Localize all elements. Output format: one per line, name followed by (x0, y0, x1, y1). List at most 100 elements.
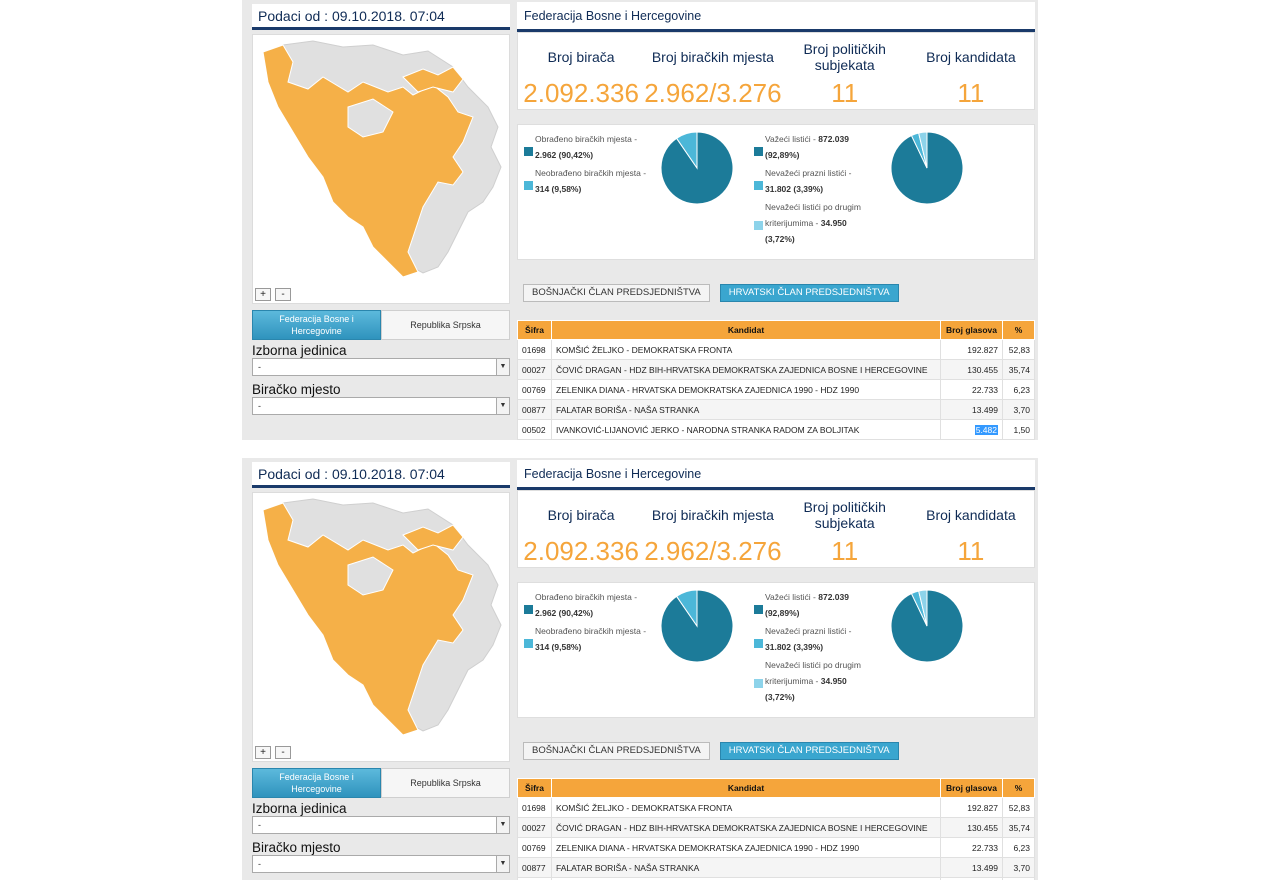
col-procenat[interactable]: % (1002, 778, 1035, 798)
data-timestamp: Podaci od : 09.10.2018. 07:04 (252, 462, 510, 488)
stat-mjesta: Broj biračkih mjesta 2.962/3.276 (644, 491, 781, 567)
stat-value: 11 (957, 78, 985, 108)
tab-fbih[interactable]: Federacija Bosne i Hercegovine (252, 768, 381, 798)
map-container[interactable]: + - (252, 34, 510, 304)
pie-slice[interactable] (918, 131, 928, 169)
chevron-down-icon[interactable]: ▼ (496, 856, 509, 872)
table-row[interactable]: 00027 ČOVIĆ DRAGAN - HDZ BIH-HRVATSKA DEM… (517, 359, 1035, 380)
biracko-mjesto-select[interactable]: - ▼ (252, 855, 510, 873)
entity-tabs: Federacija Bosne i Hercegovine Republika… (252, 310, 510, 340)
table-row[interactable]: 00877 FALATAR BORIŠA - NAŠA STRANKA 13.499… (517, 399, 1035, 420)
legend-value: (3,72%) (765, 692, 795, 702)
zoom-out-button[interactable]: - (275, 746, 291, 759)
stat-label: Broj birača (547, 507, 615, 523)
col-kandidat[interactable]: Kandidat (551, 778, 941, 798)
map-container[interactable]: + - (252, 492, 510, 762)
cell-procenat: 1,50 (1002, 877, 1035, 880)
hrvatski-button[interactable]: HRVATSKI ČLAN PREDSJEDNIŠTVA (719, 284, 899, 302)
col-sifra[interactable]: Šifra (517, 778, 552, 798)
cell-sifra: 00027 (517, 359, 552, 380)
table-row[interactable]: 00769 ZELENIKA DIANA - HRVATSKA DEMOKRATS… (517, 837, 1035, 858)
zoom-out-button[interactable]: - (275, 288, 291, 301)
table-row[interactable]: 00769 ZELENIKA DIANA - HRVATSKA DEMOKRATS… (517, 379, 1035, 400)
results-table: Šifra Kandidat Broj glasova % 01698 KOMŠI… (517, 778, 1035, 880)
map-fbih-region[interactable] (262, 502, 474, 736)
izborna-jedinica-select[interactable]: - ▼ (252, 358, 510, 376)
legend-value: 34.950 (820, 676, 847, 686)
col-kandidat[interactable]: Kandidat (551, 320, 941, 340)
stat-value: 11 (831, 536, 859, 566)
legend-value: 31.802 (3,39%) (765, 184, 824, 194)
cell-kandidat: ČOVIĆ DRAGAN - HDZ BIH-HRVATSKA DEMOKRAT… (551, 359, 941, 380)
pie-slice[interactable] (675, 589, 698, 628)
cell-sifra: 00877 (517, 857, 552, 878)
stats-panel: Broj birača 2.092.336 Broj biračkih mjes… (517, 32, 1035, 110)
legend-swatch (524, 147, 533, 156)
pie-slice[interactable] (675, 131, 698, 170)
bih-map[interactable] (253, 37, 509, 287)
legend-value: 872.039 (818, 592, 849, 602)
legend-swatch (754, 221, 763, 230)
hrvatski-button[interactable]: HRVATSKI ČLAN PREDSJEDNIŠTVA (719, 742, 899, 760)
charts-panel: Obrađeno biračkih mjesta - 2.962 (90,42%… (517, 582, 1035, 718)
col-glasovi[interactable]: Broj glasova (940, 778, 1003, 798)
cell-glasovi: 192.827 (940, 339, 1003, 360)
legend-value: 314 (9,58%) (535, 642, 582, 652)
tab-rs[interactable]: Republika Srpska (381, 768, 510, 798)
stats-panel: Broj birača 2.092.336 Broj biračkih mjes… (517, 490, 1035, 568)
chevron-down-icon[interactable]: ▼ (496, 817, 509, 833)
tab-rs[interactable]: Republika Srpska (381, 310, 510, 340)
tab-fbih[interactable]: Federacija Bosne i Hercegovine (252, 310, 381, 340)
col-procenat[interactable]: % (1002, 320, 1035, 340)
legend-swatch (754, 181, 763, 190)
legend-item-unprocessed: Neobrađeno biračkih mjesta - 314 (9,58%) (535, 623, 646, 655)
bih-map[interactable] (253, 495, 509, 745)
zoom-in-button[interactable]: + (255, 746, 271, 759)
stat-value: 11 (957, 536, 985, 566)
col-sifra[interactable]: Šifra (517, 320, 552, 340)
stat-subjekti: Broj političkih subjekata 11 (782, 33, 908, 109)
cell-glasovi: 22.733 (940, 837, 1003, 858)
biracko-mjesto-select[interactable]: - ▼ (252, 397, 510, 415)
legend-swatch (524, 639, 533, 648)
legend-swatch (524, 181, 533, 190)
legend-item-processed: Obrađeno biračkih mjesta - 2.962 (90,42%… (535, 131, 637, 163)
table-row[interactable]: 01698 KOMŠIĆ ŽELJKO - DEMOKRATSKA FRONTA 1… (517, 339, 1035, 360)
bosnjacki-button[interactable]: BOŠNJAČKI ČLAN PREDSJEDNIŠTVA (523, 742, 710, 760)
legend-swatch (754, 679, 763, 688)
map-fbih-north-region[interactable] (402, 524, 464, 551)
legend-item-unprocessed: Neobrađeno biračkih mjesta - 314 (9,58%) (535, 165, 646, 197)
legend-swatch (524, 605, 533, 614)
table-row[interactable]: 01698 KOMŠIĆ ŽELJKO - DEMOKRATSKA FRONTA 1… (517, 797, 1035, 818)
stat-label: Broj kandidata (926, 49, 1016, 65)
biracko-mjesto-label: Biračko mjesto (252, 382, 341, 397)
cell-kandidat: KOMŠIĆ ŽELJKO - DEMOKRATSKA FRONTA (551, 797, 941, 818)
zoom-in-button[interactable]: + (255, 288, 271, 301)
cell-glasovi: 13.499 (940, 399, 1003, 420)
map-rs-inner-region[interactable] (347, 556, 394, 596)
pie-slice[interactable] (918, 589, 928, 627)
stat-birac: Broj birača 2.092.336 (518, 491, 644, 567)
cell-sifra: 00769 (517, 837, 552, 858)
zoom-controls: + - (255, 746, 291, 759)
map-fbih-region[interactable] (262, 44, 474, 278)
map-fbih-north-region[interactable] (402, 66, 464, 93)
bosnjacki-button[interactable]: BOŠNJAČKI ČLAN PREDSJEDNIŠTVA (523, 284, 710, 302)
entity-title: Federacija Bosne i Hercegovine (517, 2, 1035, 32)
zoom-controls: + - (255, 288, 291, 301)
stat-label: Broj kandidata (926, 507, 1016, 523)
col-glasovi[interactable]: Broj glasova (940, 320, 1003, 340)
map-rs-inner-region[interactable] (347, 98, 394, 138)
chevron-down-icon[interactable]: ▼ (496, 398, 509, 414)
chevron-down-icon[interactable]: ▼ (496, 359, 509, 375)
cell-procenat: 52,83 (1002, 797, 1035, 818)
table-row[interactable]: 00027 ČOVIĆ DRAGAN - HDZ BIH-HRVATSKA DEM… (517, 817, 1035, 838)
cell-glasovi: 22.733 (940, 379, 1003, 400)
legend-item-valid: Važeći listići - 872.039 (92,89%) (765, 589, 849, 621)
pie-chart-ballots (890, 589, 964, 663)
table-row[interactable]: 00877 FALATAR BORIŠA - NAŠA STRANKA 13.499… (517, 857, 1035, 878)
stat-birac: Broj birača 2.092.336 (518, 33, 644, 109)
izborna-jedinica-select[interactable]: - ▼ (252, 816, 510, 834)
